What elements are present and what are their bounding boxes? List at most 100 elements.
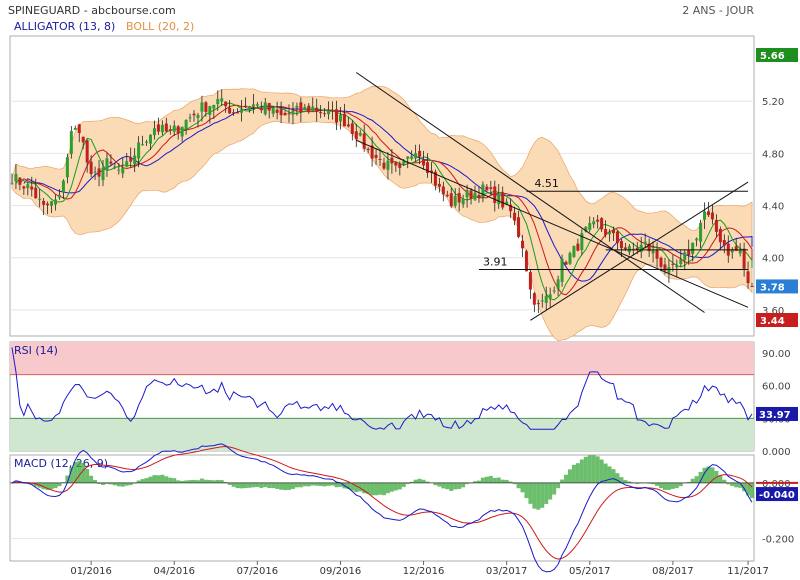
candle xyxy=(714,214,718,237)
chart-period: 2 ANS - JOUR xyxy=(682,4,754,17)
candle xyxy=(34,178,38,199)
candle xyxy=(168,125,172,135)
candle xyxy=(532,292,536,313)
candle-body xyxy=(540,300,544,302)
candle xyxy=(228,100,232,114)
candle xyxy=(295,102,299,116)
candle-body xyxy=(184,119,188,130)
candle-body xyxy=(240,109,244,113)
macd-histogram-bar xyxy=(686,481,691,483)
macd-histogram-bar xyxy=(196,480,200,483)
macd-histogram-bar xyxy=(207,479,212,483)
candle-body xyxy=(429,170,433,173)
macd-tick-label: 0.000 xyxy=(762,479,791,490)
candle xyxy=(600,217,604,232)
candle-body xyxy=(643,241,647,245)
macd-histogram-bar xyxy=(556,482,561,489)
candle xyxy=(46,201,50,215)
macd-histogram-bar xyxy=(690,478,695,483)
candle-body xyxy=(556,279,560,289)
candle-body xyxy=(30,186,34,190)
candle xyxy=(524,249,528,272)
macd-histogram-bar xyxy=(433,482,438,486)
candle xyxy=(596,214,600,229)
macd-histogram-bar xyxy=(302,482,307,487)
macd-histogram-bar xyxy=(461,482,466,488)
macd-histogram-bar xyxy=(655,482,660,486)
candle xyxy=(469,187,473,205)
candle xyxy=(394,161,398,173)
macd-histogram-bar xyxy=(544,482,549,504)
candle xyxy=(188,113,192,123)
candle xyxy=(619,238,623,258)
macd-histogram-bar xyxy=(334,482,339,488)
candle xyxy=(22,185,26,195)
macd-histogram-bar xyxy=(488,475,493,483)
candle-body xyxy=(659,257,663,267)
candle-body xyxy=(505,201,509,205)
macd-histogram-bar xyxy=(651,482,656,485)
candle-body xyxy=(691,242,695,254)
macd-histogram-bar xyxy=(168,477,173,483)
candle-body xyxy=(663,264,667,271)
candle-body xyxy=(706,211,710,216)
candle-body xyxy=(722,239,726,246)
macd-histogram-bar xyxy=(579,459,584,483)
candle xyxy=(121,157,125,179)
macd-histogram-bar xyxy=(188,480,193,483)
candle-body xyxy=(350,123,354,134)
macd-histogram-bar xyxy=(564,474,568,483)
candle-body xyxy=(279,109,283,116)
candle-body xyxy=(101,167,105,181)
candle-body xyxy=(362,133,366,149)
candle-body xyxy=(338,114,342,122)
candle xyxy=(509,198,513,218)
macd-histogram-bar xyxy=(575,463,580,483)
macd-histogram-bar xyxy=(354,482,359,493)
macd-histogram-bar xyxy=(702,467,707,483)
macd-histogram-bar xyxy=(263,482,268,488)
candle-body xyxy=(390,157,394,164)
candle-body xyxy=(323,113,327,115)
candle-body xyxy=(65,157,69,178)
candle xyxy=(615,230,619,250)
last-price-badge-bg xyxy=(756,279,798,294)
candle-body xyxy=(441,186,445,195)
candle-body xyxy=(224,101,228,107)
candle-body xyxy=(26,184,30,189)
candle xyxy=(113,162,117,170)
candle xyxy=(422,150,426,170)
macd-histogram-bar xyxy=(176,480,181,483)
candle xyxy=(271,105,275,117)
candle xyxy=(556,275,560,296)
candle xyxy=(354,123,358,148)
candle xyxy=(710,204,714,225)
candle-body xyxy=(635,247,639,250)
candle-body xyxy=(141,144,145,146)
candle-body xyxy=(188,117,192,119)
candle-body xyxy=(493,186,497,204)
x-tick-label: 11/2017 xyxy=(727,566,769,577)
candle-body xyxy=(714,219,718,232)
trendline xyxy=(530,181,749,321)
macd-histogram-bar xyxy=(239,482,244,489)
macd-histogram-bar xyxy=(726,482,731,485)
candle xyxy=(105,152,109,177)
candle xyxy=(287,104,291,123)
macd-line xyxy=(11,443,753,573)
candle xyxy=(57,189,61,200)
candle-body xyxy=(366,148,370,150)
candle-body xyxy=(604,229,608,235)
candle-body xyxy=(544,295,548,303)
macd-histogram-bar xyxy=(706,466,711,483)
level-label: 4.51 xyxy=(534,177,559,190)
candle xyxy=(196,112,200,128)
macd-histogram-bar xyxy=(587,455,592,483)
x-tick-label: 09/2016 xyxy=(320,566,362,577)
macd-histogram-bar xyxy=(160,474,165,483)
macd-histogram-bar xyxy=(476,480,481,483)
candle xyxy=(38,188,42,208)
candle xyxy=(362,124,366,152)
x-tick-label: 03/2017 xyxy=(486,566,528,577)
candle xyxy=(437,178,441,193)
